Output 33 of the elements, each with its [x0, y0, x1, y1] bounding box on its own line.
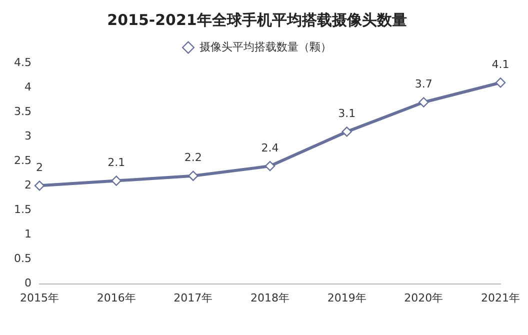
- legend-label: 摄像头平均搭载数量（颗）: [199, 40, 332, 54]
- point: [34, 180, 45, 191]
- y-tick-label: 4.5: [14, 56, 32, 69]
- y-tick-label: 0.5: [14, 252, 32, 266]
- y-tick-label: 0: [24, 276, 32, 290]
- point: [188, 170, 198, 181]
- x-tick-label: 2019年: [327, 291, 366, 304]
- point: [264, 160, 276, 172]
- y-tick-label: 3: [24, 129, 32, 142]
- x-tick-label: 2018年: [250, 291, 290, 304]
- data-label: 2.4: [261, 141, 279, 154]
- data-label: 2.2: [184, 151, 202, 164]
- data-label: 3.7: [414, 78, 432, 91]
- y-tick-label: 3.5: [14, 104, 32, 118]
- point: [418, 97, 429, 108]
- y-tick-label: 1: [24, 228, 32, 241]
- y-tick-label: 2.5: [14, 154, 32, 167]
- x-tick-label: 2015年: [20, 291, 59, 304]
- y-tick-label: 2: [24, 178, 32, 192]
- x-tick-label: 2016年: [96, 291, 136, 304]
- x-tick-label: 2020年: [404, 291, 444, 304]
- point: [342, 126, 352, 137]
- x-tick-label: 2017年: [174, 291, 213, 304]
- point: [495, 78, 506, 88]
- data-label: 2.1: [108, 156, 126, 170]
- y-tick-label: 1.5: [14, 203, 32, 216]
- y-tick-label: 4: [24, 80, 32, 94]
- data-label: 3.1: [338, 107, 356, 120]
- data-label: 2: [36, 161, 43, 174]
- data-label: 4.1: [492, 58, 510, 71]
- point: [111, 176, 122, 186]
- chart-title: 2015-2021年全球手机平均搭载摄像头数量: [107, 10, 407, 29]
- x-tick-label: 2021年: [481, 291, 520, 304]
